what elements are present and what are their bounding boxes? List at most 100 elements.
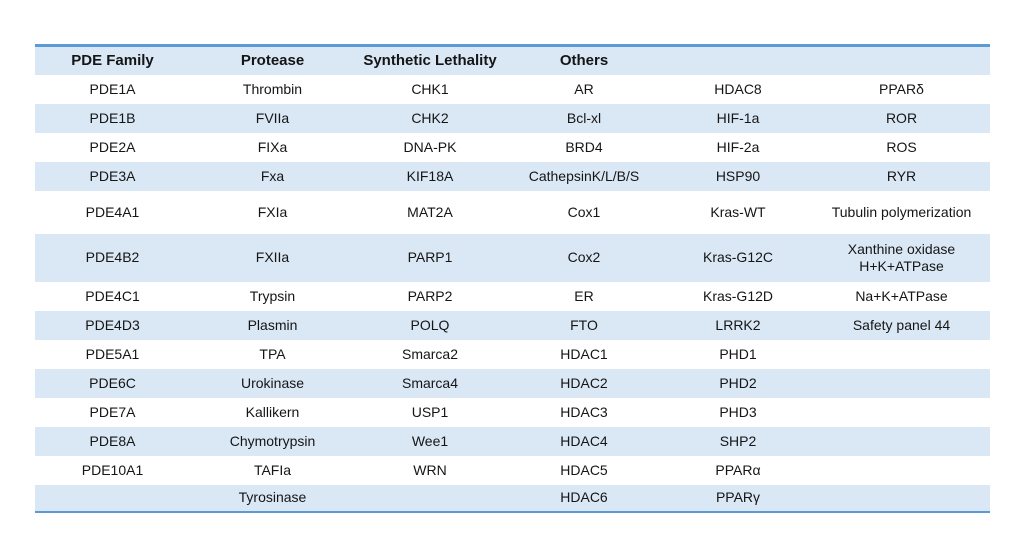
column-header-synthetic-lethality: Synthetic Lethality xyxy=(363,52,497,70)
table-cell: CHK1 xyxy=(411,80,449,97)
table-body: PDE1A Thrombin CHK1 AR HDAC8 PPARδ PDE1B FVIIa C… xyxy=(35,74,990,512)
table-cell: PHD1 xyxy=(719,345,757,362)
table-cell: PDE4D3 xyxy=(85,316,140,333)
table-cell: PDE4B2 xyxy=(85,249,140,266)
table-cell: Smarca2 xyxy=(401,345,459,362)
table-cell: ER xyxy=(574,287,594,304)
table-cell: POLQ xyxy=(410,316,450,333)
table-cell: Na+K+ATPase xyxy=(855,287,948,304)
table-cell: ROS xyxy=(886,138,917,155)
table-cell: Bcl-xl xyxy=(566,109,602,126)
table-cell: HDAC1 xyxy=(560,345,608,362)
column-header-empty-4 xyxy=(663,46,813,75)
table-cell xyxy=(813,456,990,485)
table-cell: CHK2 xyxy=(411,109,449,126)
table-cell: SHP2 xyxy=(719,432,757,449)
table-cell: TAFIa xyxy=(253,461,292,478)
table-cell: PPARα xyxy=(715,461,761,478)
table-cell: BRD4 xyxy=(565,138,603,155)
table-cell: PPARγ xyxy=(715,489,761,506)
column-header-protease: Protease xyxy=(240,52,305,70)
table-row-pde1b: PDE1B FVIIa CHK2 Bcl-xl HIF-1a ROR xyxy=(35,103,990,133)
table-cell: LRRK2 xyxy=(715,316,761,333)
table-row-pde4a1: PDE4A1 FXIa MAT2A Cox1 Kras-WT Tubulin polyme… xyxy=(35,190,990,234)
table-cell: Urokinase xyxy=(240,374,305,391)
column-header-others: Others xyxy=(559,52,609,70)
table-cell: KIF18A xyxy=(406,167,454,184)
table-cell: PDE2A xyxy=(89,138,136,155)
table-row-pde6c: PDE6C Urokinase Smarca4 HDAC2 PHD2 xyxy=(35,368,990,398)
target-panel-table: PDE Family Protease Synthetic Lethality Oth… xyxy=(35,44,990,513)
table-cell: Tyrosinase xyxy=(238,489,307,506)
table-cell: USP1 xyxy=(411,403,449,420)
table-cell: RYR xyxy=(886,167,917,184)
table-cell: HDAC8 xyxy=(714,80,762,97)
table-row-pde3a: PDE3A Fxa KIF18A CathepsinK/L/B/S HSP90 RYR xyxy=(35,161,990,191)
table-cell xyxy=(813,369,990,398)
column-header-pde-family: PDE Family xyxy=(71,52,154,70)
table-cell: PDE6C xyxy=(89,374,136,391)
table-cell: Cox2 xyxy=(567,249,601,266)
table-cell xyxy=(813,340,990,369)
table-cell: Chymotrypsin xyxy=(229,432,316,449)
table-cell: PDE4C1 xyxy=(85,287,140,304)
table-cell: PDE3A xyxy=(89,167,136,184)
table-head: PDE Family Protease Synthetic Lethality Oth… xyxy=(35,45,990,75)
table-row-pde2a: PDE2A FIXa DNA-PK BRD4 HIF-2a ROS xyxy=(35,132,990,162)
table-cell: HIF-1a xyxy=(716,109,760,126)
table-cell: CathepsinK/L/B/S xyxy=(528,167,640,184)
table-cell: TPA xyxy=(259,345,286,362)
table-row-pde7a: PDE7A Kallikern USP1 HDAC3 PHD3 xyxy=(35,397,990,427)
table-cell: FVIIa xyxy=(255,109,290,126)
table-cell: PDE4A1 xyxy=(85,203,140,220)
table-row-pde10a1: PDE10A1 TAFIa WRN HDAC5 PPARα xyxy=(35,455,990,485)
column-header-empty-5 xyxy=(813,46,990,75)
table-cell xyxy=(813,427,990,456)
table-cell: HDAC5 xyxy=(560,461,608,478)
table-row-pde8a: PDE8A Chymotrypsin Wee1 HDAC4 SHP2 xyxy=(35,426,990,456)
table-cell: Smarca4 xyxy=(401,374,459,391)
table-cell: PHD2 xyxy=(719,374,757,391)
table-row-pde4c1: PDE4C1 Trypsin PARP2 ER Kras-G12D Na+K+ATPase xyxy=(35,281,990,311)
table-row-pde5a1: PDE5A1 TPA Smarca2 HDAC1 PHD1 xyxy=(35,339,990,369)
table-cell: PPARδ xyxy=(879,80,924,97)
table-cell: Plasmin xyxy=(247,316,298,333)
table-cell: HDAC2 xyxy=(560,374,608,391)
table-cell xyxy=(813,398,990,427)
table-cell: HSP90 xyxy=(715,167,761,184)
table-cell: FTO xyxy=(570,316,598,333)
table-cell: Kras-G12C xyxy=(702,249,774,266)
table-cell xyxy=(355,485,505,512)
table-row-tyrosinase: Tyrosinase HDAC6 PPARγ xyxy=(35,484,990,512)
table-cell xyxy=(35,485,190,512)
table-cell: AR xyxy=(574,80,594,97)
table-cell: PDE8A xyxy=(89,432,136,449)
table-cell: Kras-G12D xyxy=(702,287,774,304)
table-cell: HDAC4 xyxy=(560,432,608,449)
table-row-pde4b2: PDE4B2 FXIIa PARP1 Cox2 Kras-G12C Xanthine ox… xyxy=(35,233,990,282)
table-cell: Trypsin xyxy=(249,287,296,304)
table-cell: Cox1 xyxy=(567,203,601,220)
table-row-pde1a: PDE1A Thrombin CHK1 AR HDAC8 PPARδ xyxy=(35,74,990,104)
table-cell: FXIIa xyxy=(255,249,290,266)
table-cell: Wee1 xyxy=(411,432,449,449)
table-cell: DNA-PK xyxy=(403,138,457,155)
table-row-pde4d3: PDE4D3 Plasmin POLQ FTO LRRK2 Safety panel 44 xyxy=(35,310,990,340)
table-cell: HIF-2a xyxy=(716,138,760,155)
table-cell: ROR xyxy=(885,109,918,126)
table-cell: HDAC6 xyxy=(560,489,608,506)
table-cell: Thrombin xyxy=(242,80,303,97)
table-cell xyxy=(813,485,990,512)
table-cell: PDE5A1 xyxy=(85,345,140,362)
table-cell: Xanthine oxidase H+K+ATPase xyxy=(847,240,956,274)
table-cell: PDE10A1 xyxy=(81,461,144,478)
table-cell: Safety panel 44 xyxy=(852,316,951,333)
table-cell: FXIa xyxy=(257,203,288,220)
header-row: PDE Family Protease Synthetic Lethality Oth… xyxy=(35,45,990,75)
table-cell: FIXa xyxy=(257,138,288,155)
table-cell: PARP2 xyxy=(407,287,453,304)
table-cell: MAT2A xyxy=(407,203,453,220)
table-cell: PDE1B xyxy=(89,109,136,126)
table-cell: Tubulin polymerization xyxy=(831,203,972,220)
